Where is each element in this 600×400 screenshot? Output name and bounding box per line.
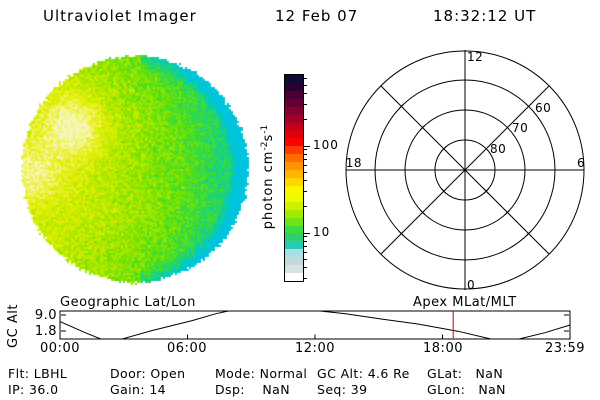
- xtick-0000: 00:00: [40, 341, 80, 356]
- ytick-9: 9.0: [35, 308, 57, 323]
- status-mode: Mode: Normal: [215, 366, 308, 381]
- gc-alt-plot: Geographic Lat/Lon Apex MLat/MLT GC Alt …: [6, 295, 585, 356]
- status-ip: IP: 36.0: [8, 382, 59, 397]
- colorbar-ticks: [304, 75, 312, 281]
- polar-label-6: 6: [577, 156, 585, 170]
- status-door: Door: Open: [110, 366, 186, 381]
- date-label: 12 Feb 07: [275, 7, 359, 25]
- polar-label-0: 0: [467, 278, 475, 292]
- status-dsp: Dsp: NaN: [215, 382, 290, 397]
- status-flt: Flt: LBHL: [8, 366, 68, 381]
- status-seq: Seq: 39: [317, 382, 368, 397]
- colorbar-tick-label-10: 10: [313, 225, 331, 239]
- polar-label-18: 18: [346, 156, 362, 170]
- earth-uv-image: [19, 51, 251, 287]
- colorbar-tick-label-100: 100: [313, 138, 339, 152]
- xtick-2359: 23:59: [545, 341, 585, 356]
- colorbar: [284, 74, 304, 282]
- polar-label-70: 70: [512, 121, 528, 135]
- polar-label-12: 12: [467, 50, 483, 64]
- polar-label-80: 80: [490, 142, 506, 156]
- xtick-0600: 06:00: [167, 341, 207, 356]
- status-gain: Gain: 14: [110, 382, 167, 397]
- xtick-1200: 12:00: [295, 341, 335, 356]
- plot-title-apex: Apex MLat/MLT: [413, 295, 517, 310]
- plot-title-geographic: Geographic Lat/Lon: [60, 295, 196, 310]
- app-title: Ultraviolet Imager: [43, 7, 197, 25]
- gc-alt-ylabel: GC Alt: [6, 304, 21, 348]
- polar-mlat-mlt-plot: 12 18 6 0 60 70 80: [345, 50, 585, 292]
- status-glon: GLon: NaN: [427, 382, 506, 397]
- polar-label-60: 60: [535, 101, 551, 115]
- ytick-1-8: 1.8: [35, 324, 57, 339]
- xtick-1800: 18:00: [423, 341, 463, 356]
- orbit-altitude-curve: [59, 310, 571, 340]
- time-label: 18:32:12 UT: [433, 7, 537, 25]
- status-glat: GLat: NaN: [427, 366, 504, 381]
- status-gc-alt: GC Alt: 4.6 Re: [317, 366, 410, 381]
